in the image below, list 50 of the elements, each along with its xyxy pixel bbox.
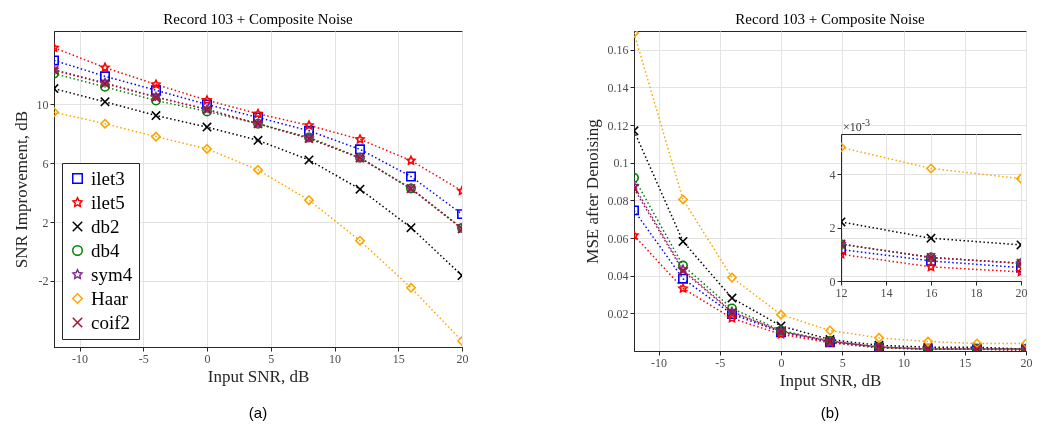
x-tick-label: 18	[970, 285, 983, 300]
text: (b)	[820, 404, 840, 421]
x-tick-label: 15	[959, 355, 972, 370]
y-tick-label: 0.16	[607, 43, 629, 58]
y-tick-label: 2	[42, 215, 49, 230]
x-tick-label: 20	[456, 351, 469, 366]
y-tick-label: 0.12	[607, 118, 629, 133]
legend-label: ilet3	[91, 167, 125, 189]
x-tick-label: 0	[204, 351, 211, 366]
y-tick-label: 10	[36, 97, 49, 112]
chart-title: Record 103 + Composite Noise	[163, 11, 353, 27]
x-tick-label: 15	[392, 351, 405, 366]
x-tick-label: -5	[138, 351, 149, 366]
x-tick-label: -10	[72, 351, 88, 366]
legend-label: coif2	[91, 311, 131, 333]
x-tick-label: 10	[898, 355, 910, 370]
y-axis-title: MSE after Denoising	[582, 118, 602, 264]
y-tick-label: 0.06	[607, 231, 629, 246]
y-tick-label: 0.14	[607, 80, 629, 95]
legend-label: db2	[91, 215, 120, 237]
y-axis-title: SNR Improvement, dB	[11, 110, 31, 269]
legend-label: ilet5	[91, 191, 125, 213]
chart-title: Record 103 + Composite Noise	[735, 11, 925, 27]
annotation: ×10$^{-3}$	[843, 117, 871, 135]
x-tick-label: -5	[715, 355, 726, 370]
legend-label: Haar	[91, 287, 129, 309]
x-tick-label: -10	[651, 355, 667, 370]
y-tick-label: 2	[829, 221, 836, 236]
x-axis-title: Input SNR, dB	[207, 366, 310, 386]
x-axis-title: Input SNR, dB	[779, 370, 882, 390]
y-tick-label: 0	[829, 274, 836, 289]
x-tick-label: 14	[880, 285, 893, 300]
x-tick-label: 0	[778, 355, 785, 370]
legend-label: db4	[91, 239, 120, 261]
y-tick-label: -2	[38, 274, 49, 289]
x-tick-label: 5	[268, 351, 275, 366]
x-tick-label: 20	[1020, 355, 1033, 370]
x-tick-label: 10	[329, 351, 341, 366]
x-tick-label: 12	[835, 285, 848, 300]
y-tick-label: 0.04	[607, 269, 629, 284]
y-tick-label: 0.08	[607, 193, 629, 208]
text: (a)	[248, 404, 268, 421]
y-tick-label: 4	[829, 167, 836, 182]
x-tick-label: 20	[1015, 285, 1028, 300]
x-tick-label: 5	[839, 355, 846, 370]
legend-label: sym4	[91, 263, 133, 285]
x-tick-label: 16	[925, 285, 938, 300]
y-tick-label: 0.02	[607, 306, 629, 321]
y-tick-label: 6	[42, 156, 49, 171]
y-tick-label: 0.1	[613, 156, 629, 171]
